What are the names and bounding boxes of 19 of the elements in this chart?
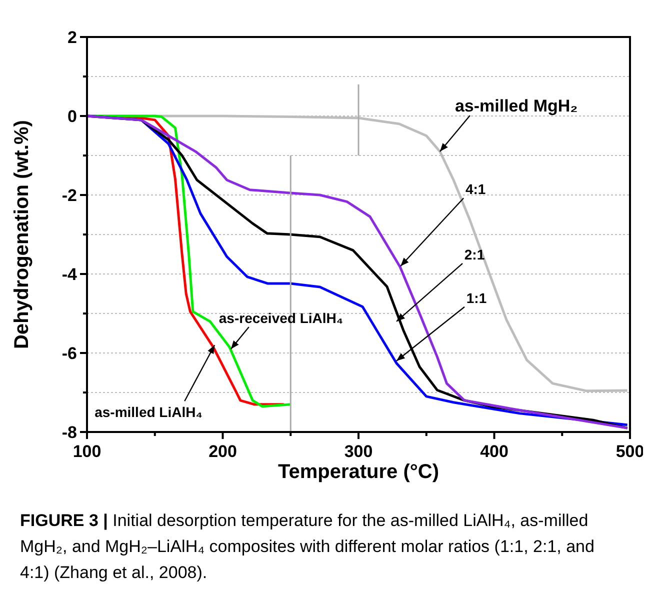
y-tick-label: -6 (62, 344, 77, 363)
annotation: as-milled LiAlH₄ (94, 404, 202, 420)
y-tick-label: -4 (62, 264, 78, 284)
y-tick-label: -8 (62, 422, 77, 442)
annotation: 1:1 (466, 290, 487, 306)
y-tick-label: -2 (62, 186, 77, 205)
annotation: as-received LiAlH₄ (218, 310, 344, 326)
x-tick-label: 300 (344, 442, 373, 461)
annotation: 4:1 (465, 181, 486, 198)
x-tick-label: 100 (72, 442, 102, 461)
y-tick-label: 2 (68, 28, 77, 47)
y-tick-label: 0 (68, 106, 77, 126)
caption: FIGURE 3 | Initial desorption temperature for the as-milled LiAlH₄, as-milled MgH₂, and MgH₂–LiAlH₄ composites with different molar ratios (1:1, 2:1, and 4:1) (Zhang et al., 2008). (20, 510, 596, 584)
y-axis-title: Dehydrogenation (wt.%) (11, 120, 33, 349)
x-tick-label: 400 (480, 442, 508, 461)
x-tick-label: 200 (208, 442, 237, 461)
annotation: as-milled MgH₂ (454, 96, 578, 116)
x-axis-title: Temperature (°C) (278, 461, 439, 483)
annotation: 2:1 (464, 246, 485, 262)
